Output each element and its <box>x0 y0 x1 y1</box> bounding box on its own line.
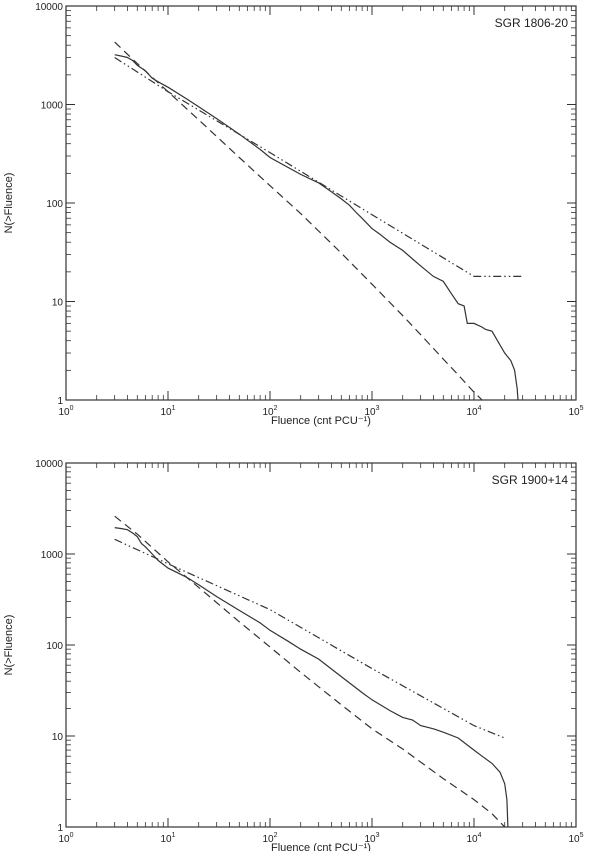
series-dash-dot-dot-line <box>114 56 523 277</box>
y-tick-label: 1000 <box>41 101 64 112</box>
series-solid-line <box>114 527 509 827</box>
y-tick-label: 100 <box>46 199 63 210</box>
y-tick-label: 1000 <box>41 550 64 561</box>
y-tick-label: 1 <box>57 823 63 834</box>
x-tick-label: 100 <box>58 832 73 845</box>
chart-panel-bottom: 100 101 102 103 104 105 1 10 100 1000 10000 Fluence… <box>3 459 584 851</box>
y-tick-label: 10000 <box>35 2 63 13</box>
plot-frame <box>65 5 577 401</box>
panel-title: SGR 1900+14 <box>492 473 569 487</box>
y-tick-label: 10 <box>52 732 64 743</box>
x-tick-label: 101 <box>160 405 175 418</box>
x-tick-label: 103 <box>364 405 379 418</box>
x-tick-label: 102 <box>262 832 277 845</box>
y-tick-label: 10 <box>52 298 64 309</box>
x-tick-label: 102 <box>262 405 277 418</box>
x-tick-label: 105 <box>568 832 583 845</box>
series-dashed-line <box>114 515 506 827</box>
panel-title: SGR 1806-20 <box>495 16 569 30</box>
series-dashed-line <box>114 41 484 400</box>
x-tick-label: 104 <box>466 405 481 418</box>
y-tick-label: 10000 <box>35 459 63 470</box>
chart-panel-top: 100 101 102 103 104 105 1 10 100 1000 10000 Fluence… <box>3 2 584 427</box>
series-solid-line <box>114 54 519 400</box>
x-tick-label: 105 <box>568 405 583 418</box>
y-tick-label: 100 <box>46 641 63 652</box>
series-dash-dot-dot-line <box>114 538 505 739</box>
x-tick-label: 100 <box>58 405 73 418</box>
x-axis-label: Fluence (cnt PCU⁻¹) <box>271 842 371 851</box>
x-axis-label: Fluence (cnt PCU⁻¹) <box>271 415 371 427</box>
x-tick-label: 103 <box>364 832 379 845</box>
y-tick-label: 1 <box>57 396 63 407</box>
y-axis-label: N(>Fluence) <box>3 173 15 234</box>
x-tick-label: 101 <box>160 832 175 845</box>
x-tick-label: 104 <box>466 832 481 845</box>
y-axis-label: N(>Fluence) <box>3 615 15 676</box>
